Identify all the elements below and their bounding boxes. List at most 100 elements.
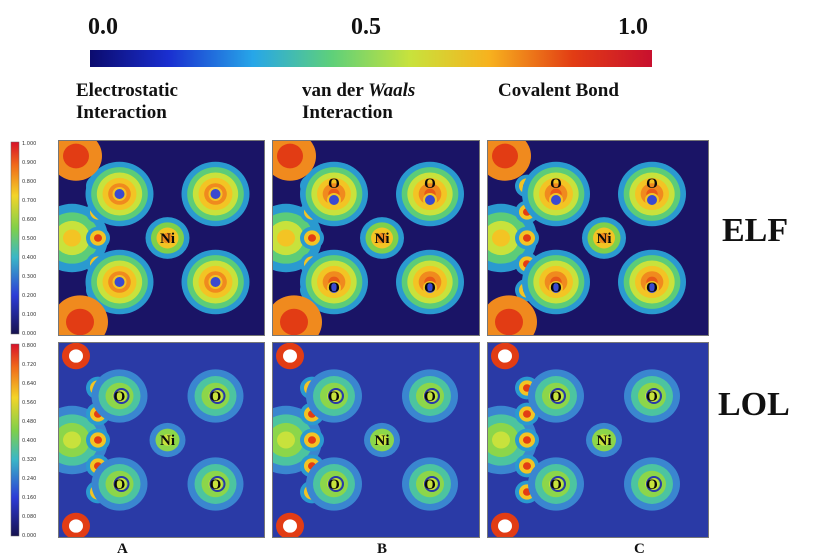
lol-b-o-label-3: O <box>424 477 436 493</box>
elf-c-ni-label: Ni <box>597 231 612 247</box>
vdw-line2: Interaction <box>302 102 393 123</box>
lol-c-ni-label: Ni <box>597 433 612 449</box>
row-label-elf: ELF <box>722 212 789 249</box>
lol-c-o-label-1: O <box>646 389 658 405</box>
elf-a-ni-label: Ni <box>160 231 175 247</box>
elf-colorbar-tick-10: 0.000 <box>22 331 37 337</box>
lol-c-oxygen-region-0 <box>528 369 584 423</box>
lol-a-left-ring-2 <box>86 428 110 452</box>
lol-c-left-ring-2 <box>515 428 539 452</box>
color-scale-bar <box>90 50 652 67</box>
elf-panel-c: Ni O O O O <box>487 140 709 336</box>
lol-b-oxygen-region-3 <box>402 457 458 511</box>
lol-b-ni-label: Ni <box>375 433 390 449</box>
lol-b-left-ring-2 <box>300 428 324 452</box>
scale-mid-label: 0.5 <box>351 14 381 40</box>
lol-colorbar-tick-8: 0.160 <box>22 495 37 501</box>
elf-b-corner-tl <box>272 140 316 181</box>
lol-b-oxygen-region-2 <box>306 457 362 511</box>
lol-colorbar-tick-1: 0.720 <box>22 362 37 368</box>
lol-colorbar-tick-9: 0.080 <box>22 514 37 520</box>
lol-a-o-label-3: O <box>210 477 222 493</box>
vdw-label: van der Waals Interaction <box>302 80 415 124</box>
lol-panel-a: Ni O O O O <box>58 342 265 538</box>
scale-min-label: 0.0 <box>88 14 118 40</box>
lol-c-oxygen-region-1 <box>624 369 680 423</box>
vdw-italic: Waals <box>368 80 416 101</box>
lol-c-o-label-3: O <box>646 477 658 493</box>
lol-c-nickel-region <box>586 422 622 458</box>
elf-a-left-ring-2 <box>86 226 110 250</box>
vdw-prefix: van der <box>302 80 369 101</box>
lol-colorbar-tick-0: 0.800 <box>22 343 37 349</box>
scale-max-label: 1.0 <box>618 14 648 40</box>
elf-c-o-label-1: O <box>646 176 658 192</box>
lol-c-o-label-0: O <box>550 389 562 405</box>
elf-b-o-label-2: O <box>328 280 340 296</box>
lol-c-oxygen-region-3 <box>624 457 680 511</box>
column-label-b: B <box>377 541 388 557</box>
elf-colorbar-tick-5: 0.500 <box>22 236 37 242</box>
lol-a-oxygen-region-2 <box>91 457 148 511</box>
electrostatic-line2: Interaction <box>76 102 167 123</box>
lol-b-corner-tl <box>276 342 304 370</box>
lol-a-o-label-0: O <box>114 389 126 405</box>
lol-colorbar-tick-3: 0.560 <box>22 400 37 406</box>
lol-b-nickel-region <box>364 422 400 458</box>
lol-colorbar <box>10 343 20 537</box>
lol-colorbar-tick-5: 0.400 <box>22 438 37 444</box>
elf-c-o-label-3: O <box>646 280 658 296</box>
elf-colorbar-tick-7: 0.300 <box>22 274 37 280</box>
elf-colorbar-tick-4: 0.600 <box>22 217 37 223</box>
elf-colorbar-tick-0: 1.000 <box>22 141 37 147</box>
elf-a-corner-tl <box>58 140 102 181</box>
elf-b-o-label-3: O <box>424 280 436 296</box>
elf-colorbar-tick-3: 0.700 <box>22 198 37 204</box>
lol-a-corner-bl <box>62 512 90 538</box>
covalent-label: Covalent Bond <box>498 80 619 101</box>
elf-colorbar-tick-6: 0.400 <box>22 255 37 261</box>
elf-c-o-label-2: O <box>550 280 562 296</box>
elf-a-corner-bl <box>58 295 108 336</box>
lol-colorbar-ticks: 0.800 0.720 0.640 0.560 0.480 0.400 0.320 0.240… <box>22 342 54 542</box>
elf-colorbar-tick-2: 0.800 <box>22 179 37 185</box>
lol-a-o-label-2: O <box>114 477 126 493</box>
lol-a-oxygen-region-0 <box>91 369 148 423</box>
lol-panel-b: Ni O O O O <box>272 342 480 538</box>
lol-b-corner-bl <box>276 512 304 538</box>
lol-b-oxygen-region-0 <box>306 369 362 423</box>
lol-c-o-label-2: O <box>550 477 562 493</box>
lol-colorbar-tick-10: 0.000 <box>22 533 37 539</box>
electrostatic-line1: Electrostatic <box>76 80 178 101</box>
elf-b-corner-bl <box>272 295 322 336</box>
lol-panel-c: Ni O O O O <box>487 342 709 538</box>
column-label-c: C <box>634 541 645 557</box>
elf-c-corner-bl <box>487 295 537 336</box>
lol-a-ni-label: Ni <box>160 433 175 449</box>
elf-b-nickel-region <box>360 217 404 259</box>
lol-b-o-label-2: O <box>328 477 340 493</box>
elf-a-nickel-region <box>145 217 190 259</box>
elf-colorbar <box>10 141 20 335</box>
lol-colorbar-tick-4: 0.480 <box>22 419 37 425</box>
elf-b-o-label-0: O <box>328 176 340 192</box>
lol-c-corner-tl <box>491 342 519 370</box>
elf-colorbar-tick-1: 0.900 <box>22 160 37 166</box>
elf-b-o-label-1: O <box>424 176 436 192</box>
elf-c-o-label-0: O <box>550 176 562 192</box>
elf-colorbar-tick-9: 0.100 <box>22 312 37 318</box>
elf-c-left-ring-2 <box>515 226 539 250</box>
lol-c-oxygen-region-2 <box>528 457 584 511</box>
elf-panel-b: Ni O O O O <box>272 140 480 336</box>
elf-b-left-ring-2 <box>300 226 324 250</box>
lol-b-oxygen-region-1 <box>402 369 458 423</box>
lol-colorbar-tick-6: 0.320 <box>22 457 37 463</box>
vdw-line1: van der Waals <box>302 80 415 102</box>
lol-colorbar-tick-7: 0.240 <box>22 476 37 482</box>
elf-colorbar-tick-8: 0.200 <box>22 293 37 299</box>
elf-panel-a: Ni <box>58 140 265 336</box>
lol-a-o-label-1: O <box>210 389 222 405</box>
lol-b-o-label-1: O <box>424 389 436 405</box>
lol-b-o-label-0: O <box>328 389 340 405</box>
elf-c-corner-tl <box>487 140 531 181</box>
